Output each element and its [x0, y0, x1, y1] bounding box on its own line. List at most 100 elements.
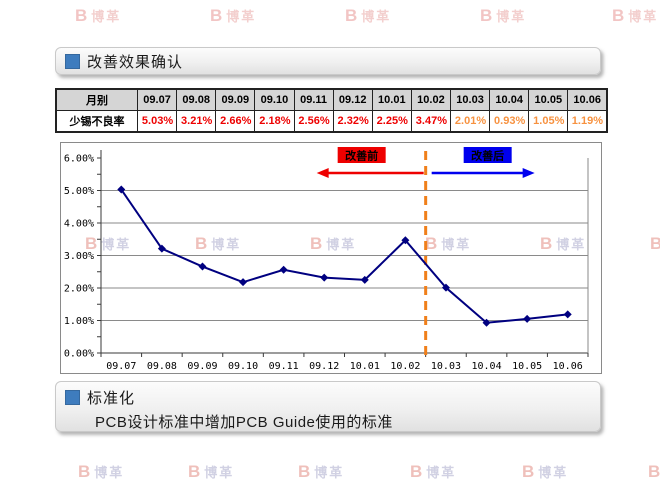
- brand-logo-icon: B: [648, 462, 660, 481]
- brand-logo-icon: B: [195, 234, 208, 253]
- brand-logo-icon: B: [210, 6, 223, 25]
- x-tick-label: 10.02: [390, 361, 420, 371]
- data-point-marker: [157, 244, 166, 253]
- brand-logo-icon: B: [540, 234, 553, 253]
- data-point-marker: [198, 262, 207, 271]
- data-point-marker: [401, 236, 410, 245]
- brand-watermark: B博革: [650, 234, 660, 254]
- rate-value-cell: 2.32%: [332, 110, 373, 133]
- month-header-cell: 09.10: [254, 88, 295, 111]
- y-tick-label: 5.00%: [64, 186, 94, 197]
- data-point-marker: [523, 314, 532, 323]
- brand-logo-icon: B: [78, 462, 91, 481]
- after-arrowhead-icon: [522, 168, 535, 178]
- month-header-cell: 10.02: [410, 88, 452, 111]
- month-header-cell: 09.07: [136, 88, 178, 111]
- before-improvement-label: 改善前: [345, 149, 378, 163]
- rate-value-cell: 0.93%: [489, 110, 530, 133]
- x-tick-label: 10.05: [512, 361, 542, 371]
- y-tick-label: 4.00%: [64, 219, 94, 230]
- data-point-marker: [482, 318, 491, 327]
- brand-logo-icon: B: [522, 462, 535, 481]
- brand-logo-icon: B: [188, 462, 201, 481]
- section-title-effect: 改善效果确认: [87, 53, 184, 71]
- data-point-marker: [239, 278, 248, 287]
- chart-canvas: 0.00% 1.00% 2.00% 3.00% 4.00% 5.00% 6.00% 09.07…: [64, 147, 589, 371]
- after-improvement-label: 改善后: [471, 149, 504, 163]
- month-header-cell: 10.06: [567, 88, 608, 111]
- table-header-row: 月别 09.07 09.08 09.09 09.10 09.11 09.12 10.01 10.…: [55, 88, 608, 111]
- brand-logo-icon: B: [310, 234, 323, 253]
- y-tick-label: 6.00%: [64, 154, 94, 165]
- data-point-marker: [563, 310, 572, 319]
- month-header-cell: 10.05: [528, 88, 569, 111]
- rate-value-cell: 2.25%: [371, 110, 412, 133]
- brand-logo-icon: B: [612, 6, 625, 25]
- bullet-square-icon: [65, 390, 80, 405]
- brand-logo-icon: B: [425, 234, 438, 253]
- brand-logo-icon: B: [410, 462, 423, 481]
- y-tick-label: 2.00%: [64, 284, 94, 295]
- x-tick-label: 09.08: [147, 361, 177, 371]
- brand-logo-icon: B: [650, 234, 660, 253]
- rate-value-cell: 2.56%: [293, 110, 334, 133]
- defect-rate-chart: 0.00% 1.00% 2.00% 3.00% 4.00% 5.00% 6.00% 09.07…: [60, 142, 602, 374]
- y-tick-label: 3.00%: [64, 251, 94, 262]
- month-header-cell: 09.12: [332, 88, 373, 111]
- brand-logo-icon: B: [298, 462, 311, 481]
- rate-value-cell: 5.03%: [136, 110, 178, 133]
- data-point-marker: [360, 275, 369, 284]
- rate-value-cell: 1.19%: [567, 110, 608, 133]
- month-header-cell: 10.01: [371, 88, 412, 111]
- data-point-marker: [117, 185, 126, 194]
- series-line: [120, 188, 568, 324]
- month-header-cell: 09.09: [215, 88, 256, 111]
- section-header-effect: 改善效果确认: [55, 47, 601, 75]
- x-tick-label: 10.06: [553, 361, 583, 371]
- section-title-standard: 标准化: [87, 390, 136, 407]
- standard-body-text: PCB设计标准中增加PCB Guide使用的标准: [95, 414, 393, 431]
- x-tick-label: 09.10: [228, 361, 258, 371]
- brand-logo-icon: B: [345, 6, 358, 25]
- before-arrowhead-icon: [316, 168, 329, 178]
- month-header-cell: 09.08: [176, 88, 217, 111]
- brand-watermark: B博革: [648, 462, 660, 482]
- x-tick-label: 10.01: [350, 361, 380, 371]
- bullet-square-icon: [65, 53, 80, 69]
- month-header-cell: 10.04: [489, 88, 530, 111]
- after-improvement-label-box: [463, 147, 512, 163]
- month-header-cell: 10.03: [449, 88, 491, 111]
- rate-value-cell: 1.05%: [528, 110, 569, 133]
- x-tick-label: 09.07: [106, 361, 136, 371]
- month-header-cell: 09.11: [293, 88, 334, 111]
- section-standard: 标准化 PCB设计标准中增加PCB Guide使用的标准: [55, 381, 601, 432]
- data-point-marker: [320, 273, 329, 282]
- rate-value-cell: 3.47%: [410, 110, 452, 133]
- table-data-row: 少锡不良率 5.03% 3.21% 2.66% 2.18% 2.56% 2.32% 2.25%…: [55, 110, 608, 133]
- table-corner-cell: 月别: [55, 88, 138, 111]
- x-tick-label: 09.09: [187, 361, 217, 371]
- y-tick-label: 1.00%: [64, 316, 94, 327]
- rate-value-cell: 2.66%: [215, 110, 256, 133]
- data-point-marker: [441, 283, 450, 292]
- brand-logo-icon: B: [75, 6, 88, 25]
- brand-logo-icon: B: [480, 6, 493, 25]
- y-tick-label: 0.00%: [64, 349, 94, 360]
- before-improvement-label-box: [337, 147, 386, 163]
- x-tick-label: 09.11: [269, 361, 299, 371]
- x-tick-label: 10.04: [471, 361, 501, 371]
